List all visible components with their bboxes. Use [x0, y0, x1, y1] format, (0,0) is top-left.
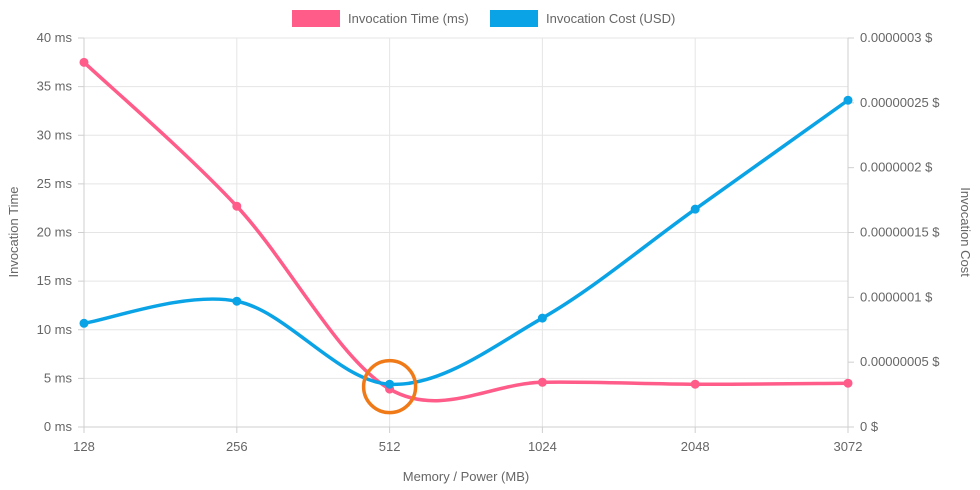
data-point[interactable]	[690, 204, 700, 214]
y-right-tick-label: 0.00000015 $	[860, 225, 940, 240]
y-right-tick-label: 0.0000002 $	[860, 160, 933, 175]
data-point[interactable]	[79, 57, 89, 67]
y-right-tick-label: 0.0000001 $	[860, 289, 933, 304]
legend[interactable]: Invocation Time (ms) Invocation Cost (USD…	[292, 10, 675, 27]
x-tick-label: 1024	[528, 439, 557, 454]
highlight-circle	[361, 358, 418, 415]
y-right-tick-label: 0.0000003 $	[860, 30, 933, 45]
series-invocation-time	[79, 57, 853, 403]
y-left-tick-label: 40 ms	[37, 30, 73, 45]
y-left-tick-label: 25 ms	[37, 176, 73, 191]
x-axis-title: Memory / Power (MB)	[403, 469, 529, 484]
axes: 0 ms 5 ms 10 ms 15 ms 20 ms 25 ms 30 ms 35 ms 40…	[37, 30, 941, 454]
data-point[interactable]	[537, 313, 547, 323]
data-point[interactable]	[385, 379, 395, 389]
y-axis-title-right: Invocation Cost	[958, 187, 973, 277]
series-line	[82, 98, 850, 386]
y-right-tick-label: 0.00000005 $	[860, 354, 940, 369]
y-left-tick-label: 20 ms	[37, 225, 73, 240]
x-tick-label: 128	[73, 439, 95, 454]
x-tick-label: 512	[379, 439, 401, 454]
data-point[interactable]	[232, 296, 242, 306]
legend-label: Invocation Cost (USD)	[546, 11, 675, 26]
legend-swatch	[490, 10, 538, 27]
data-point[interactable]	[690, 379, 700, 389]
legend-swatch	[292, 10, 340, 27]
series-invocation-cost	[79, 95, 853, 389]
y-left-tick-label: 0 ms	[44, 419, 73, 434]
y-left-tick-label: 15 ms	[37, 273, 73, 288]
legend-label: Invocation Time (ms)	[348, 11, 469, 26]
legend-item-invocation-cost[interactable]: Invocation Cost (USD)	[490, 10, 675, 27]
annotations	[361, 358, 418, 415]
legend-item-invocation-time[interactable]: Invocation Time (ms)	[292, 10, 469, 27]
x-tick-label: 2048	[681, 439, 710, 454]
data-point[interactable]	[79, 318, 89, 328]
data-point[interactable]	[232, 201, 242, 211]
y-axis-title-left: Invocation Time	[6, 186, 21, 277]
data-point[interactable]	[843, 378, 853, 388]
series-line	[82, 60, 850, 403]
y-left-tick-label: 5 ms	[44, 370, 73, 385]
series	[79, 57, 853, 403]
y-left-tick-label: 30 ms	[37, 127, 73, 142]
data-point[interactable]	[843, 95, 853, 105]
y-right-tick-label: 0.00000025 $	[860, 95, 940, 110]
x-tick-label: 256	[226, 439, 248, 454]
y-left-tick-label: 10 ms	[37, 322, 73, 337]
x-tick-label: 3072	[834, 439, 863, 454]
gridlines	[83, 37, 849, 428]
y-left-tick-label: 35 ms	[37, 79, 73, 94]
data-point[interactable]	[537, 377, 547, 387]
y-right-tick-label: 0 $	[860, 419, 879, 434]
